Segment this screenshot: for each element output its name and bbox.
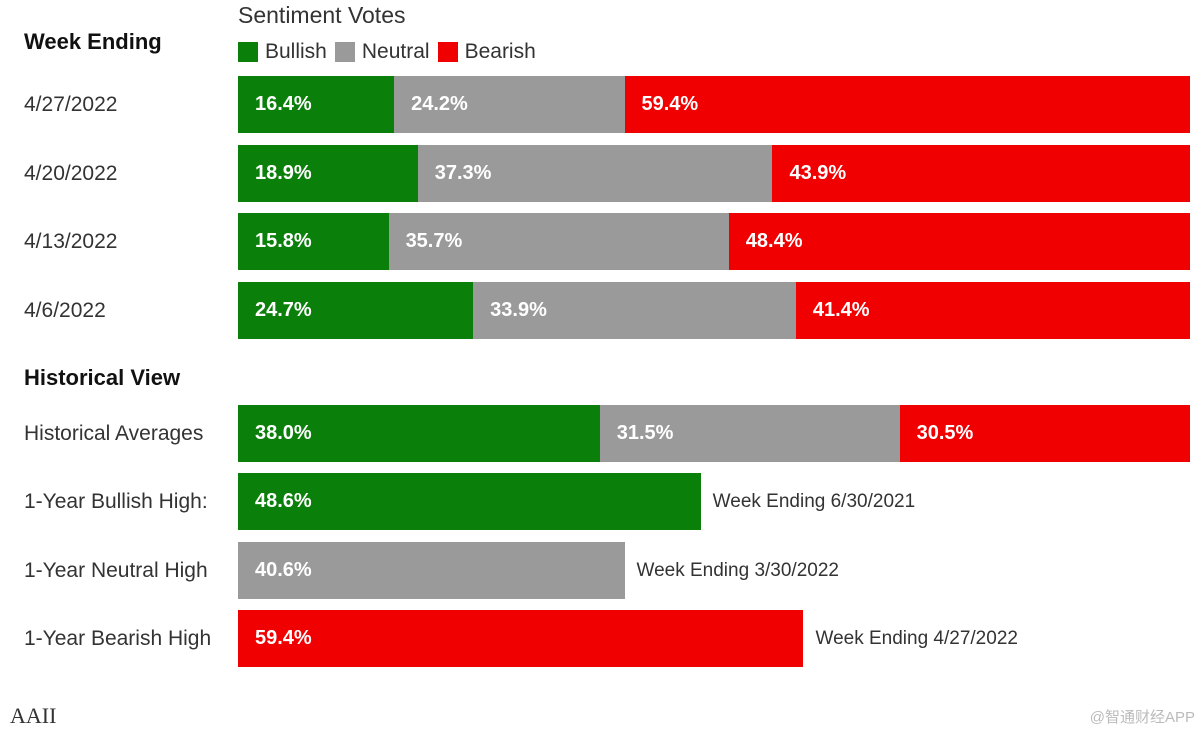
week-row-0-bearish-segment: 59.4% (624, 76, 1190, 133)
historical-view-heading: Historical View (24, 365, 181, 390)
legend-item-bullish: Bullish (238, 40, 327, 64)
chart-title: Sentiment Votes (238, 2, 406, 28)
high-row-neutral-note: Week Ending 3/30/2022 (636, 560, 839, 581)
high-row-bearish-label: 1-Year Bearish High (24, 627, 212, 650)
historical-averages-neutral-segment: 31.5% (599, 405, 900, 462)
legend-item-neutral: Neutral (334, 40, 430, 64)
high-row-bearish-bar: 59.4% (238, 610, 804, 667)
week-row-3-label: 4/6/2022 (24, 299, 106, 322)
legend-item-bearish: Bearish (437, 40, 536, 64)
high-row-bullish-note: Week Ending 6/30/2021 (712, 491, 916, 512)
historical-averages-bullish-segment: 38.0% (238, 405, 600, 462)
week-row-2-bearish-segment: 48.4% (728, 213, 1190, 270)
week-row-3-bullish-segment: 24.7% (238, 282, 474, 339)
week-row-3-bar: 24.7% 33.9% 41.4% (238, 282, 1190, 339)
high-row-neutral-label: 1-Year Neutral High (24, 559, 208, 582)
historical-averages-label: Historical Averages (24, 422, 204, 445)
legend-swatch-bearish (437, 42, 458, 62)
week-row-3-bearish-segment: 41.4% (795, 282, 1190, 339)
legend-label-bullish: Bullish (265, 40, 327, 63)
week-row-1-bar: 18.9% 37.3% 43.9% (238, 145, 1190, 202)
week-row-1-bearish-segment: 43.9% (772, 145, 1190, 202)
high-row-bearish-segment: 59.4% (238, 610, 804, 667)
source-label: AAII (10, 703, 57, 728)
week-row-0-bar: 16.4% 24.2% 59.4% (238, 76, 1190, 133)
week-row-0-bullish-segment: 16.4% (238, 76, 395, 133)
legend-label-bearish: Bearish (464, 40, 536, 63)
high-row-bearish-note: Week Ending 4/27/2022 (815, 628, 1018, 649)
high-row-bullish-segment: 48.6% (238, 473, 701, 530)
high-row-bullish-bar: 48.6% (238, 473, 701, 530)
week-row-2-bullish-segment: 15.8% (238, 213, 389, 270)
high-row-bullish-label: 1-Year Bullish High: (24, 490, 208, 513)
week-row-2-label: 4/13/2022 (24, 230, 118, 253)
legend-swatch-neutral (334, 42, 355, 62)
week-row-0-neutral-segment: 24.2% (394, 76, 625, 133)
legend-swatch-bullish (238, 42, 258, 62)
high-row-neutral-bar: 40.6% (238, 542, 625, 599)
historical-averages-bar: 38.0% 31.5% 30.5% (238, 405, 1190, 462)
week-row-1-bullish-segment: 18.9% (238, 145, 418, 202)
watermark: @智通财经APP (1089, 709, 1195, 726)
week-row-0-label: 4/27/2022 (24, 93, 118, 116)
historical-averages-bearish-segment: 30.5% (899, 405, 1190, 462)
legend-label-neutral: Neutral (361, 40, 430, 63)
legend: Bullish Neutral Bearish (238, 40, 544, 64)
week-row-1-neutral-segment: 37.3% (417, 145, 773, 202)
week-row-3-neutral-segment: 33.9% (473, 282, 796, 339)
week-row-2-bar: 15.8% 35.7% 48.4% (238, 213, 1190, 270)
week-row-1-label: 4/20/2022 (24, 162, 118, 185)
high-row-neutral-segment: 40.6% (238, 542, 625, 599)
week-ending-heading: Week Ending (24, 29, 162, 54)
week-row-2-neutral-segment: 35.7% (388, 213, 729, 270)
